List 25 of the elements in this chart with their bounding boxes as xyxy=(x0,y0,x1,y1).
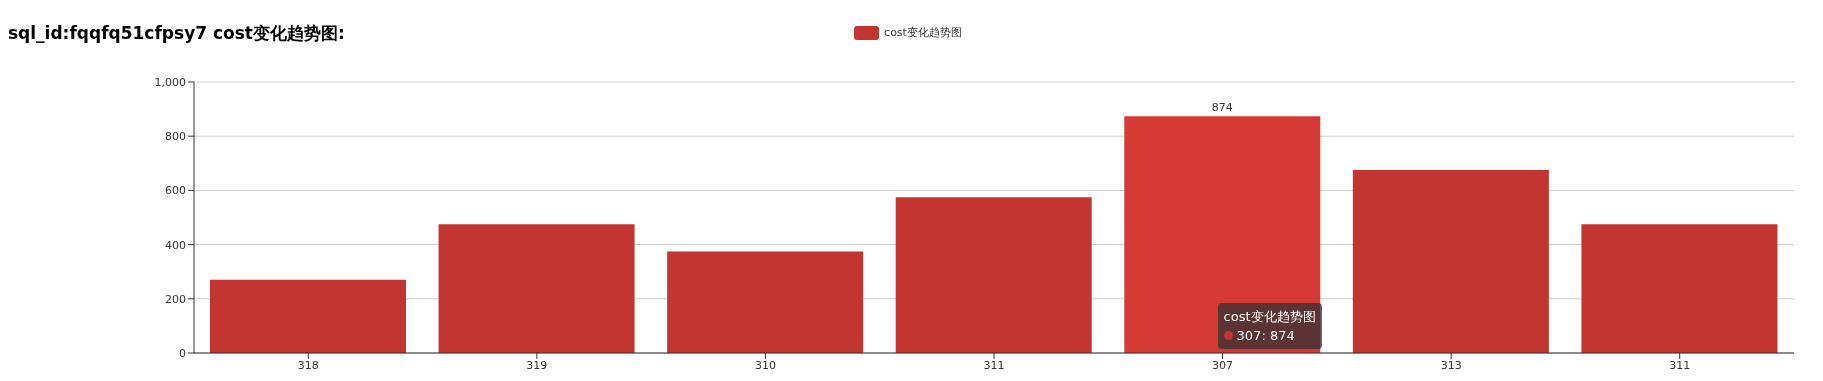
y-tick-label: 800 xyxy=(165,130,186,144)
x-tick-label: 313 xyxy=(1440,358,1462,372)
bar xyxy=(210,279,406,353)
y-tick-label: 0 xyxy=(179,346,186,360)
x-tick-label: 311 xyxy=(983,358,1005,372)
y-tick-label: 400 xyxy=(165,238,186,252)
x-tick-label: 318 xyxy=(297,358,319,372)
bar xyxy=(1581,224,1778,353)
annotation: 307: 874 xyxy=(1236,327,1295,345)
bar xyxy=(1352,170,1549,353)
bar xyxy=(895,197,1092,353)
bar xyxy=(667,251,864,353)
y-tick-label: 600 xyxy=(165,184,186,198)
bar xyxy=(1124,116,1321,353)
data-label: 874 xyxy=(1211,101,1233,115)
x-tick-label: 307 xyxy=(1212,358,1234,372)
x-tick-label: 310 xyxy=(754,358,776,372)
bar xyxy=(438,224,635,353)
y-tick-label: 1,000 xyxy=(154,75,186,89)
x-tick-label: 319 xyxy=(526,358,548,372)
y-tick-label: 200 xyxy=(165,292,186,306)
text: cost变化趋势图 xyxy=(1223,309,1316,324)
x-tick-label: 311 xyxy=(1669,358,1691,372)
chart-title: sql_id:fqqfq51cfpsy7 cost变化趋势图: xyxy=(8,22,345,45)
legend-label: cost变化趋势图 xyxy=(884,25,962,40)
